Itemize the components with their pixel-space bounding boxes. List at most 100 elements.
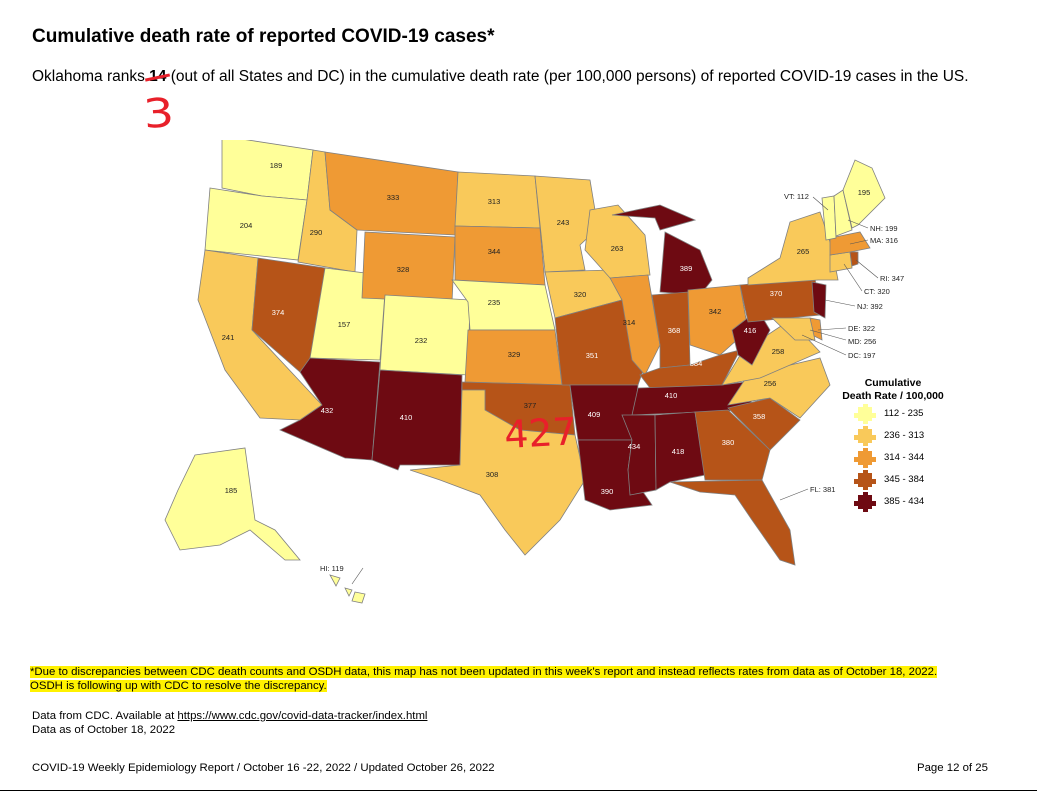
state-SC	[727, 397, 801, 451]
report-footer: COVID-19 Weekly Epidemiology Report / Oc…	[32, 762, 495, 774]
state-value-OK: 377	[524, 401, 537, 410]
legend: Cumulative Death Rate / 100,000 112 - 23…	[838, 377, 948, 513]
ok-handwritten-value: 427	[503, 409, 578, 457]
callout-HI: HI: 119	[320, 564, 344, 573]
state-value-OR: 204	[240, 221, 253, 230]
ranking-description: Oklahoma ranks 14 (out of all States and…	[32, 63, 992, 90]
handwritten-rank: 3	[141, 89, 176, 139]
state-value-NC: 256	[764, 379, 777, 388]
state-MT	[324, 151, 459, 236]
state-NM	[371, 369, 463, 471]
state-FL	[669, 479, 796, 566]
callout-MD: MD: 256	[848, 337, 876, 346]
state-MD	[771, 317, 816, 341]
state-value-AK: 185	[225, 486, 238, 495]
legend-swatch	[854, 448, 876, 468]
state-AR	[569, 384, 639, 441]
legend-label: 345 - 384	[884, 474, 925, 485]
legend-label: 314 - 344	[884, 452, 925, 463]
legend-items: 112 - 235 236 - 313 314 - 344 345 - 384 385 …	[838, 403, 948, 513]
callout-VT: VT: 112	[784, 192, 809, 201]
state-value-PA: 370	[770, 289, 783, 298]
state-value-MT: 333	[387, 193, 400, 202]
state-value-KS: 329	[508, 350, 521, 359]
state-value-NY: 265	[797, 247, 810, 256]
state-value-MS: 434	[628, 442, 641, 451]
legend-item-1: 236 - 313	[838, 425, 948, 447]
legend-item-4: 385 - 434	[838, 491, 948, 513]
state-MA	[829, 231, 871, 256]
state-value-ND: 313	[488, 197, 501, 206]
legend-item-2: 314 - 344	[838, 447, 948, 469]
state-HI	[329, 574, 366, 604]
state-NC	[727, 357, 831, 419]
state-value-NE: 235	[488, 298, 501, 307]
page-number: Page 12 of 25	[917, 762, 988, 774]
state-value-AR: 409	[588, 410, 601, 419]
state-ME	[842, 159, 886, 229]
callout-lines	[351, 196, 879, 585]
state-value-WV: 416	[744, 326, 757, 335]
source-prefix: Data from CDC. Available at	[32, 710, 178, 722]
state-value-labels: 189 204 241 374 290 157 432 333 328 232 410 313 344 2…	[222, 161, 871, 496]
state-value-TX: 308	[486, 470, 499, 479]
state-TX	[409, 389, 586, 556]
state-value-GA: 380	[722, 438, 735, 447]
legend-item-0: 112 - 235	[838, 403, 948, 425]
page-title: Cumulative death rate of reported COVID-…	[32, 26, 495, 47]
state-value-ID: 290	[310, 228, 323, 237]
state-AL	[654, 411, 706, 491]
struck-rank: 14	[145, 63, 171, 90]
state-value-SC: 358	[753, 412, 766, 421]
footnote-line-2: OSDH is following up with CDC to resolve…	[30, 680, 327, 692]
callout-FL: FL: 381	[810, 485, 835, 494]
data-as-of: Data as of October 18, 2022	[32, 723, 176, 736]
legend-title: Cumulative Death Rate / 100,000	[842, 377, 944, 402]
state-value-VA: 258	[772, 347, 785, 356]
callout-NJ: NJ: 392	[857, 302, 883, 311]
callout-RI: RI: 347	[880, 274, 904, 283]
callout-NH: NH: 199	[870, 224, 898, 233]
state-value-SD: 344	[488, 247, 501, 256]
legend-swatch	[854, 404, 876, 424]
state-value-WA: 189	[270, 161, 283, 170]
state-value-NM: 410	[400, 413, 413, 422]
state-AK	[164, 447, 301, 561]
state-WI	[584, 204, 651, 279]
state-value-MN: 243	[557, 218, 570, 227]
state-value-NV: 374	[272, 308, 285, 317]
state-value-MO: 351	[586, 351, 599, 360]
state-CO	[379, 294, 471, 376]
state-OH	[687, 284, 749, 356]
state-NH	[833, 189, 853, 237]
cdc-link[interactable]: https://www.cdc.gov/covid-data-tracker/i…	[177, 710, 428, 722]
state-value-UT: 157	[338, 320, 351, 329]
desc-prefix: Oklahoma ranks	[32, 68, 145, 85]
state-value-AL: 418	[672, 447, 685, 456]
state-value-CA: 241	[222, 333, 235, 342]
state-WA	[221, 140, 314, 201]
state-value-WI: 263	[611, 244, 624, 253]
state-value-AZ: 432	[321, 406, 334, 415]
callout-CT: CT: 320	[864, 287, 890, 296]
state-RI	[849, 251, 859, 267]
state-value-KY: 384	[690, 359, 703, 368]
state-value-MI: 389	[680, 264, 693, 273]
data-source: Data from CDC. Available at https://www.…	[32, 710, 427, 737]
state-CT	[829, 251, 853, 273]
state-shapes	[164, 140, 886, 604]
legend-label: 236 - 313	[884, 430, 925, 441]
legend-swatch	[854, 426, 876, 446]
legend-label: 385 - 434	[884, 496, 925, 507]
state-value-CO: 232	[415, 336, 428, 345]
state-GA	[694, 409, 771, 481]
state-value-IA: 320	[574, 290, 587, 299]
legend-swatch	[854, 492, 876, 512]
state-value-OH: 342	[709, 307, 722, 316]
state-value-ME: 195	[858, 188, 871, 197]
state-value-IL: 314	[623, 318, 636, 327]
legend-label: 112 - 235	[884, 408, 924, 419]
state-OR	[204, 187, 308, 261]
legend-swatch	[854, 470, 876, 490]
state-value-LA: 390	[601, 487, 614, 496]
